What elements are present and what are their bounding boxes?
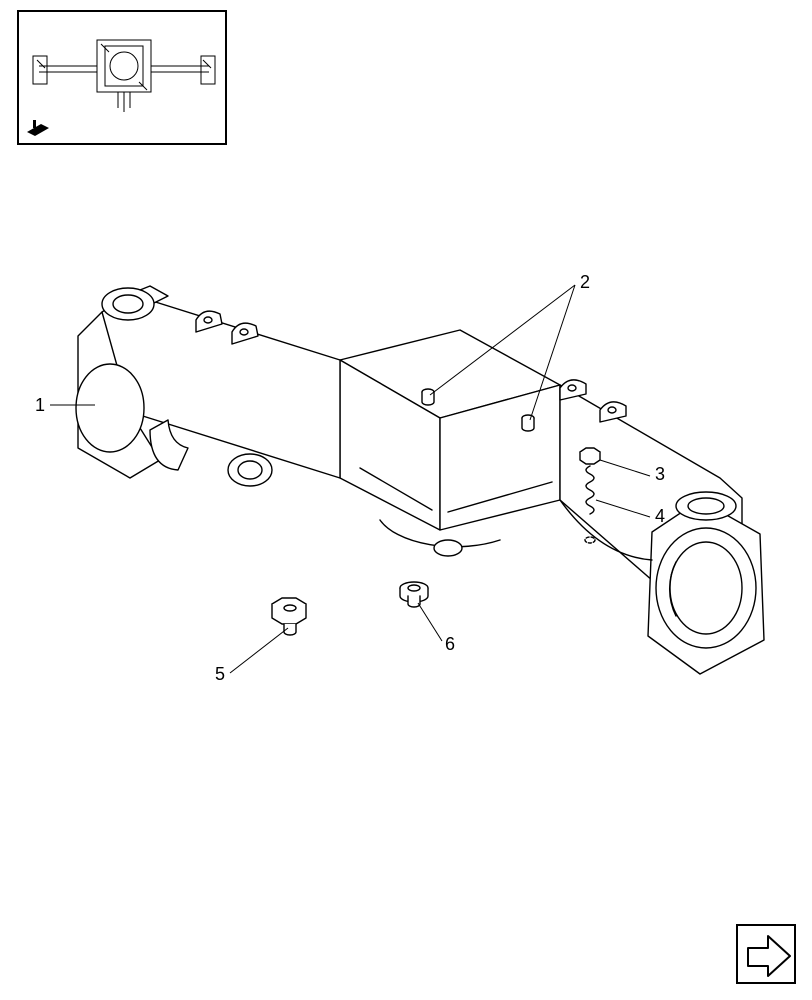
callout-2: 2 xyxy=(580,272,590,293)
callout-1: 1 xyxy=(35,395,45,416)
callout-5: 5 xyxy=(215,664,225,685)
callout-6: 6 xyxy=(445,634,455,655)
callout-3: 3 xyxy=(655,464,665,485)
main-drawing-svg xyxy=(0,0,812,1000)
arrow-right-icon xyxy=(738,926,798,986)
diagram-page: 1 2 3 4 5 6 xyxy=(0,0,812,1000)
callout-4: 4 xyxy=(655,506,665,527)
next-page-badge xyxy=(736,924,796,984)
